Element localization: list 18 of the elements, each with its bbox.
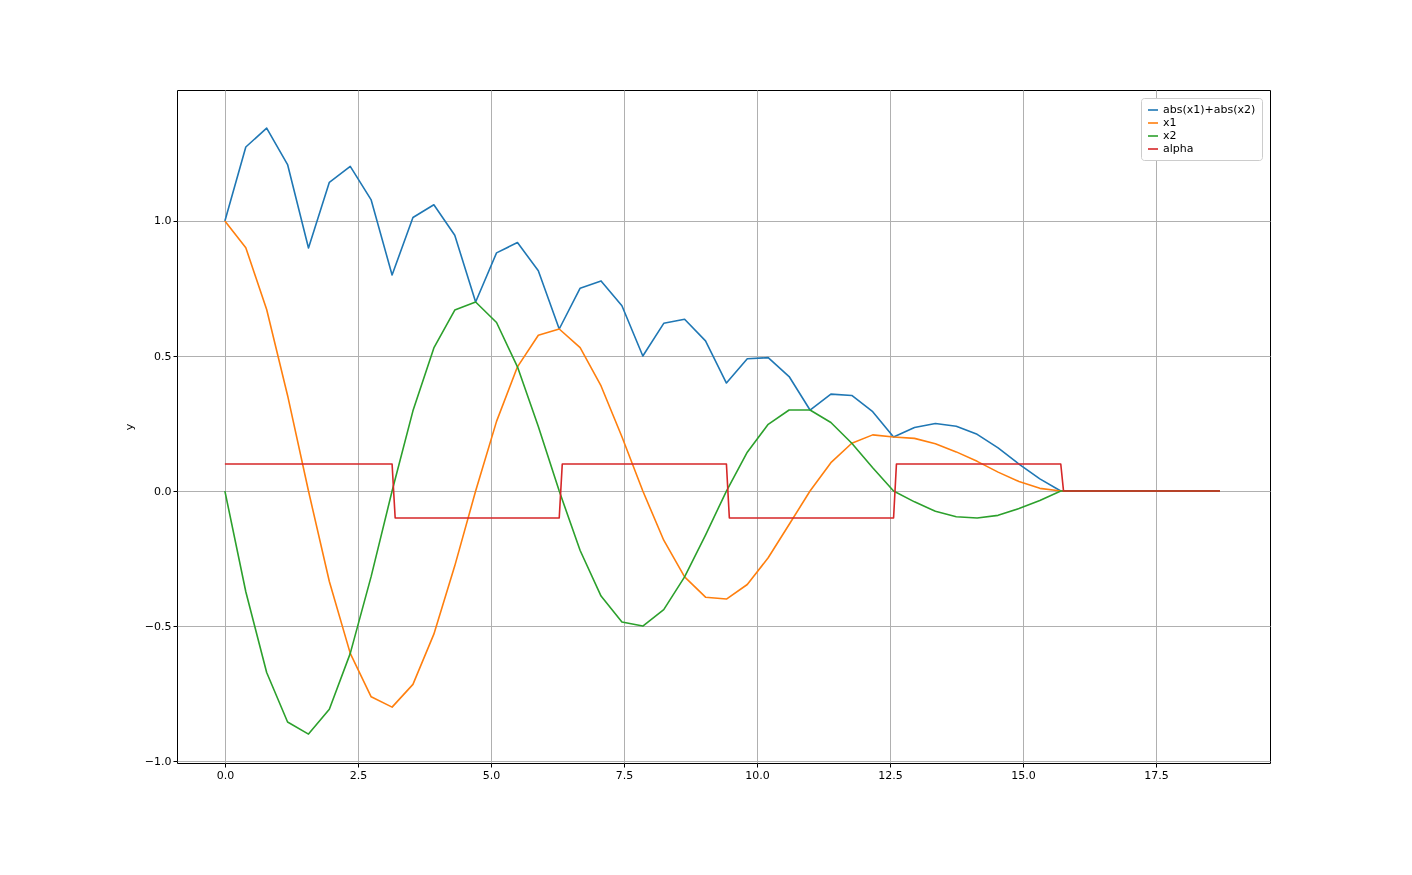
- legend-label: x2: [1163, 129, 1177, 142]
- x-tick-label: 10.0: [745, 768, 770, 782]
- legend-label: alpha: [1163, 142, 1194, 155]
- x-tick-label: 0.0: [216, 768, 235, 782]
- x-tick-label: 17.5: [1144, 768, 1169, 782]
- y-tick-label: 0.5: [154, 349, 172, 363]
- y-tick-label: 0.0: [154, 484, 172, 498]
- x-tick-label: 12.5: [878, 768, 903, 782]
- y-tick-label: −0.5: [144, 619, 172, 633]
- x-tick-label: 15.0: [1011, 768, 1036, 782]
- legend-label: abs(x1)+abs(x2): [1163, 103, 1256, 116]
- y-axis-title: y: [122, 423, 136, 431]
- legend-label: x1: [1163, 116, 1177, 129]
- y-tick-label: −1.0: [144, 754, 172, 768]
- x-tick-label: 2.5: [349, 768, 368, 782]
- x-tick-label: 5.0: [482, 768, 501, 782]
- x-tick-label: 7.5: [615, 768, 634, 782]
- y-tick-label: 1.0: [154, 214, 172, 228]
